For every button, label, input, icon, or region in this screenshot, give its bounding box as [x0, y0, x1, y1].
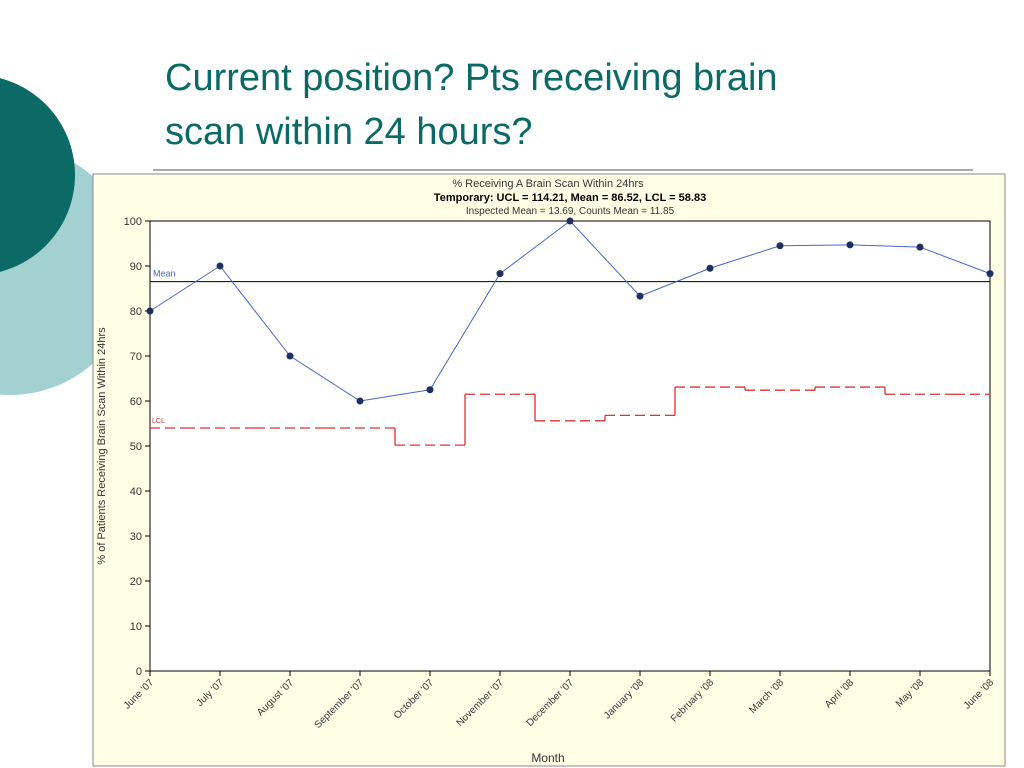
data-point — [496, 270, 504, 278]
data-point — [916, 243, 924, 251]
y-axis-label: % of Patients Receiving Brain Scan Withi… — [96, 327, 108, 565]
data-point — [216, 262, 224, 270]
data-point — [146, 307, 154, 315]
data-point — [286, 352, 294, 360]
slide-title: Current position? Pts receiving brain — [165, 57, 778, 99]
x-axis-label: Month — [531, 751, 564, 765]
data-point — [986, 270, 994, 278]
y-tick-label: 60 — [130, 396, 142, 408]
data-point — [356, 397, 364, 405]
decor-circle — [0, 78, 75, 272]
y-tick-label: 30 — [130, 531, 142, 543]
data-point — [566, 217, 574, 225]
plot-area — [149, 220, 991, 672]
chart-title: % Receiving A Brain Scan Within 24hrs — [452, 178, 644, 190]
y-tick-label: 70 — [130, 351, 142, 363]
y-tick-label: 10 — [130, 621, 142, 633]
lcl-label: LCL — [152, 418, 165, 425]
y-tick-label: 20 — [130, 576, 142, 588]
chart-subtitle: Temporary: UCL = 114.21, Mean = 86.52, L… — [434, 192, 706, 204]
mean-label: Mean — [153, 269, 176, 279]
y-tick-label: 90 — [130, 261, 142, 273]
data-point — [846, 241, 854, 249]
data-point — [776, 242, 784, 250]
data-point — [636, 292, 644, 300]
slide-title: scan within 24 hours? — [165, 111, 533, 153]
y-tick-label: 0 — [136, 666, 142, 678]
y-tick-label: 80 — [130, 306, 142, 318]
data-point — [706, 264, 714, 272]
y-tick-label: 40 — [130, 486, 142, 498]
chart-note: Inspected Mean = 13.69, Counts Mean = 11… — [466, 206, 675, 217]
y-tick-label: 50 — [130, 441, 142, 453]
y-tick-label: 100 — [124, 216, 142, 228]
data-point — [426, 386, 434, 394]
